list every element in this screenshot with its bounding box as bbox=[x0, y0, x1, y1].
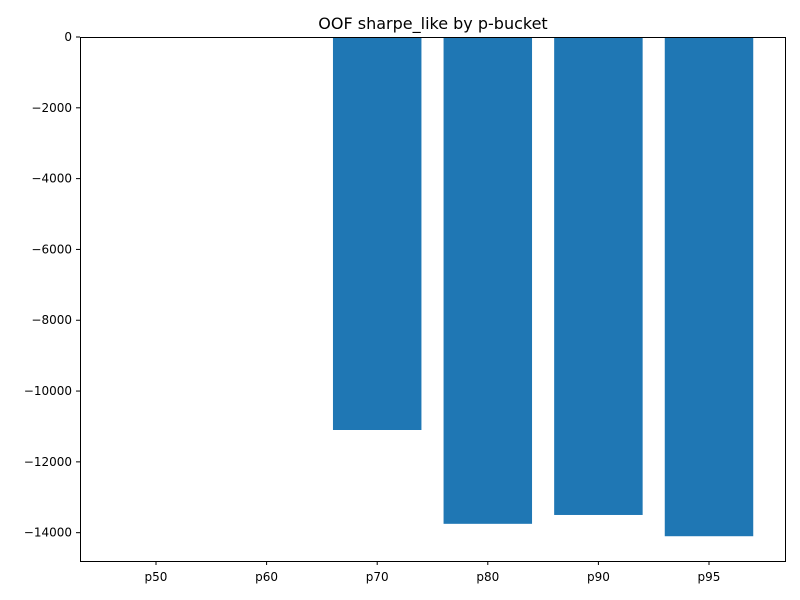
bar-p70 bbox=[332, 37, 422, 430]
x-tick-label: p90 bbox=[587, 570, 610, 584]
y-tick-label: 0 bbox=[64, 30, 72, 44]
bars-group bbox=[332, 37, 754, 537]
bar-p95 bbox=[664, 37, 754, 537]
x-tick-label: p50 bbox=[145, 570, 168, 584]
y-tick-label: −10000 bbox=[24, 384, 72, 398]
chart-title: OOF sharpe_like by p-bucket bbox=[318, 14, 547, 34]
x-tick-label: p60 bbox=[255, 570, 278, 584]
x-tick-label: p70 bbox=[366, 570, 389, 584]
y-axis: 0 −2000 −4000 −6000 −8000 −10000 −12000 −14000 bbox=[24, 30, 80, 540]
y-tick-label: −4000 bbox=[31, 172, 72, 186]
x-axis: p50 p60 p70 p80 p90 p95 bbox=[145, 561, 721, 584]
x-tick-label: p95 bbox=[698, 570, 721, 584]
plot-frame bbox=[80, 37, 786, 562]
y-tick-label: −8000 bbox=[31, 313, 72, 327]
x-tick-label: p80 bbox=[476, 570, 499, 584]
bar-p80 bbox=[443, 37, 533, 524]
y-tick-label: −14000 bbox=[24, 526, 72, 540]
y-tick-label: −6000 bbox=[31, 242, 72, 256]
y-tick-label: −2000 bbox=[31, 101, 72, 115]
y-tick-label: −12000 bbox=[24, 455, 72, 469]
bar-p90 bbox=[554, 37, 643, 515]
